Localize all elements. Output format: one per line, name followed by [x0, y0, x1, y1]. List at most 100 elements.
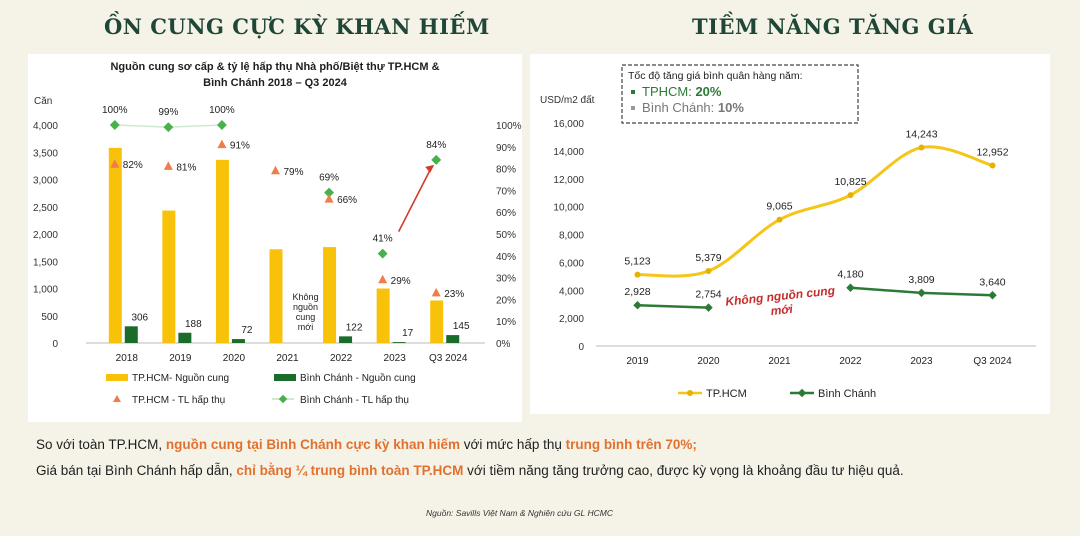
y-tick-label: 0	[578, 342, 584, 353]
y2-tick-label: 30%	[496, 274, 516, 285]
data-label-binhchanh-absorption: 84%	[426, 140, 446, 151]
x-tick-label: Q3 2024	[973, 356, 1012, 367]
data-label-binhchanh-supply: 122	[346, 322, 363, 333]
y-tick-label: 10,000	[553, 203, 584, 214]
line-tphcm	[637, 145, 993, 278]
caption-line-1: So với toàn TP.HCM, nguồn cung tại Bình …	[36, 437, 697, 452]
bar-binhchanh-supply	[124, 326, 138, 343]
growth-rate-value: 10%	[718, 100, 744, 115]
legend-label: TP.HCM	[706, 388, 747, 400]
y2-tick-label: 60%	[496, 208, 516, 219]
point-tphcm	[634, 271, 641, 278]
x-tick-label: 2021	[768, 356, 791, 367]
y-tick-label: 4,000	[33, 121, 58, 132]
y2-tick-label: 100%	[496, 121, 522, 132]
growth-rate-item: Bình Chánh: 10%	[642, 100, 744, 115]
y2-tick-label: 90%	[496, 143, 516, 154]
growth-rate-item: TPHCM: 20%	[642, 84, 722, 99]
y-tick-label: 12,000	[553, 175, 584, 186]
source-note: Nguồn: Savills Việt Nam & Nghiên cứu GL …	[426, 508, 613, 518]
point-binhchanh	[846, 283, 855, 292]
growth-rate-box	[621, 64, 859, 124]
data-label-binhchanh-absorption: 100%	[209, 105, 235, 116]
y-tick-label: 8,000	[559, 231, 584, 242]
y2-tick-label: 20%	[496, 295, 516, 306]
legend-label: Bình Chánh - Nguồn cung	[300, 372, 416, 384]
price-chart-panel: USD/m2 đất 16,000 14,000 12,000 10,000 8,000 6…	[530, 54, 1050, 414]
bar-binhchanh-supply	[446, 335, 460, 343]
x-tick-label: 2023	[910, 356, 933, 367]
caption-2-c: với tiềm năng tăng trưởng cao, được kỳ v…	[463, 463, 904, 478]
x-tick-label: 2020	[223, 353, 246, 364]
chart-title: Nguồn cung sơ cấp & tỷ lệ hấp thụ Nhà ph…	[110, 61, 439, 73]
data-label-binhchanh-supply: 145	[453, 321, 470, 332]
right-heading: TIỀM NĂNG TĂNG GIÁ	[692, 14, 974, 39]
bar-binhchanh-supply	[339, 336, 353, 343]
growth-rate-bullet	[631, 106, 635, 110]
x-tick-label: 2022	[330, 353, 353, 364]
y-tick-label: 0	[52, 339, 58, 350]
point-tphcm	[705, 268, 712, 275]
y2-tick-label: 10%	[496, 317, 516, 328]
y2-tick-label: 40%	[496, 252, 516, 263]
caption-1-c: với mức hấp thụ	[459, 437, 566, 452]
legend-swatch	[106, 374, 128, 381]
y2-tick-label: 80%	[496, 165, 516, 176]
data-label-binhchanh: 2,928	[624, 286, 650, 298]
marker-tphcm-absorption	[378, 274, 388, 284]
line-binhchanh	[637, 303, 709, 309]
price-chart: USD/m2 đất 16,000 14,000 12,000 10,000 8,000 6…	[540, 64, 1036, 400]
data-label-binhchanh: 3,640	[979, 276, 1005, 288]
marker-tphcm-absorption	[217, 139, 227, 149]
bar-binhchanh-supply	[231, 339, 245, 343]
y-tick-label: 2,000	[33, 230, 58, 241]
data-label-tphcm-absorption: 29%	[391, 276, 411, 287]
bar-tphcm-supply	[430, 300, 444, 343]
legend-swatch	[687, 390, 693, 396]
marker-binhchanh-absorption	[216, 120, 227, 130]
growth-rate-title: Tốc độ tăng giá bình quân hàng năm:	[628, 70, 803, 82]
supply-chart-panel: Nguồn cung sơ cấp & tỷ lệ hấp thụ Nhà ph…	[28, 54, 522, 422]
data-label-binhchanh-absorption: 41%	[373, 234, 393, 245]
y-tick-label: 3,000	[33, 176, 58, 187]
caption-1-highlight-absorption: trung bình trên 70%;	[565, 437, 697, 452]
y-tick-label: 4,000	[559, 286, 584, 297]
data-label-tphcm-absorption: 79%	[284, 167, 304, 178]
y-tick-label: 6,000	[559, 258, 584, 269]
marker-tphcm-absorption	[431, 287, 441, 297]
y-tick-label: 500	[41, 312, 58, 323]
x-tick-label: 2018	[116, 353, 139, 364]
marker-tphcm-absorption	[271, 165, 280, 175]
data-label-binhchanh-absorption: 69%	[319, 173, 339, 184]
data-label-tphcm: 5,379	[695, 252, 721, 264]
marker-tphcm-absorption	[110, 159, 120, 168]
point-binhchanh	[704, 303, 713, 312]
x-tick-label: 2021	[276, 353, 299, 364]
left-heading: ỒN CUNG CỰC KỲ KHAN HIẾM	[104, 14, 490, 39]
growth-rate-value: 20%	[695, 84, 721, 99]
caption-2-highlight-price: chỉ bằng ¼ trung bình toàn TP.HCM	[236, 463, 464, 478]
marker-binhchanh-absorption	[109, 120, 120, 130]
caption-1-a: So với toàn TP.HCM,	[36, 437, 166, 452]
bar-tphcm-supply	[215, 159, 229, 343]
marker-tphcm-absorption	[324, 194, 334, 203]
data-label-binhchanh: 4,180	[837, 269, 863, 281]
no-supply-note: cung	[296, 312, 316, 322]
chart-title: Bình Chánh 2018 – Q3 2024	[203, 77, 348, 89]
marker-tphcm-absorption	[163, 161, 173, 170]
y-tick-label: 14,000	[553, 147, 584, 158]
data-label-tphcm: 10,825	[834, 176, 866, 188]
x-tick-label: 2020	[697, 356, 720, 367]
data-label-tphcm: 12,952	[976, 146, 1008, 158]
x-tick-label: 2022	[839, 356, 862, 367]
legend-label: Bình Chánh - TL hấp thụ	[300, 394, 409, 406]
data-label-tphcm: 9,065	[766, 201, 792, 213]
data-label-binhchanh-supply: 306	[131, 312, 148, 323]
point-binhchanh	[917, 288, 926, 298]
point-binhchanh	[633, 300, 642, 310]
y2-tick-label: 70%	[496, 186, 516, 197]
y-tick-label: 2,000	[559, 314, 584, 325]
y-tick-label: 2,500	[33, 203, 58, 214]
caption-line-2: Giá bán tại Bình Chánh hấp dẫn, chỉ bằng…	[36, 463, 904, 478]
data-label-tphcm-absorption: 82%	[123, 160, 143, 171]
